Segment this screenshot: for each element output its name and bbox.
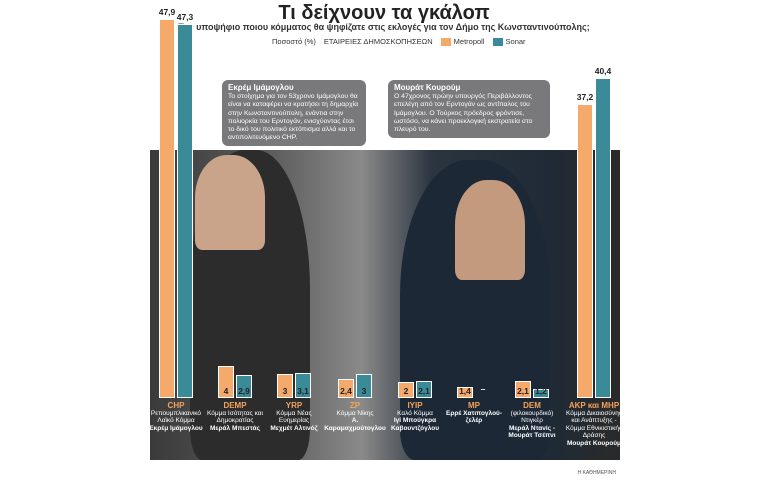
- bar-metropoll: [577, 103, 593, 398]
- bar-sonar: [416, 381, 432, 398]
- value-label: 2,4: [340, 386, 352, 396]
- bubble-name: Εκρέμ Ιμάμογλου: [228, 83, 294, 92]
- category-label: DEM (φιλοκουρδικό) Ντιγκέρ Μεράλ Ντανίς - …: [501, 402, 563, 440]
- category-desc: Κόμμα Ισότητας και Δημοκρατίας: [207, 409, 263, 425]
- category-candidate: Μεράλ Μπεστάς: [210, 424, 260, 432]
- value-label: 2,1: [418, 386, 430, 396]
- category-candidate: Α. Καραμαχμούτογλου: [324, 417, 386, 432]
- category-candidate: Μεράλ Ντανίς - Μουράτ Τσέπνι: [508, 424, 556, 440]
- category-desc: (φιλοκουρδικό) Ντιγκέρ: [510, 409, 554, 425]
- value-label: 3,1: [297, 386, 309, 396]
- bar-metropoll: [457, 386, 473, 398]
- bar-metropoll: [277, 374, 293, 398]
- category-party: DEM: [523, 401, 541, 410]
- bubble-name: Μουράτ Κουρούμ: [394, 83, 461, 92]
- category-candidate: Εκρέμ Ιμάμογλου: [149, 424, 203, 432]
- page-title: Τι δείχνουν τα γκάλοπ: [278, 2, 490, 24]
- category-label: MP Ερρέ Χατιπογλού-ζελέρ: [443, 402, 505, 425]
- background-photo: [150, 150, 620, 460]
- category-party: AKP και MHP: [568, 401, 620, 410]
- category-desc: Κόμμα Νίκης: [336, 409, 374, 417]
- category-candidate: Ιγί Μπούγκρα Καβουντζόγλου: [390, 417, 440, 432]
- bar-sonar: [236, 375, 252, 398]
- category-label: YRP Κόμμα Νέας Ευημερίας Μεχμέτ Αλτινόζ: [263, 402, 325, 432]
- value-label: 40,4: [594, 66, 612, 77]
- kurum-face: [455, 180, 525, 280]
- bar-sonar: [595, 78, 611, 398]
- imamoglu-face: [195, 155, 265, 250]
- bar-metropoll: [218, 366, 234, 398]
- bar-metropoll: [159, 18, 175, 398]
- bar-metropoll: [515, 381, 531, 398]
- bubble-text: Ο 47χρονος πρώην υπουργός Περιβάλλοντος …: [394, 93, 533, 134]
- category-label: CHP Ρεπουμπλικανικό Λαϊκό Κόμμα Εκρέμ Ιμάμ…: [145, 402, 207, 432]
- bubble-kurum: Μουράτ Κουρούμ Ο 47χρονος πρώην υπουργός…: [388, 80, 550, 139]
- legend-heading: ΕΤΑΙΡΕΙΕΣ ΔΗΜΟΣΚΟΠΗΣΕΩΝ: [323, 37, 433, 46]
- legend-metropoll: Metropoll: [440, 37, 485, 47]
- category-label: ZP Κόμμα Νίκης Α. Καραμαχμούτογλου: [324, 402, 386, 432]
- value-label: 3: [361, 386, 367, 396]
- value-label: 2,9: [238, 386, 250, 396]
- category-label: AKP και MHP Κόμμα Δικαιοσύνης και Ανάπτυξ…: [563, 402, 625, 447]
- category-party: CHP: [167, 401, 185, 410]
- category-party: DEMP: [223, 401, 247, 410]
- category-desc: Κόμμα Νέας Ευημερίας: [276, 409, 312, 425]
- category-candidate: Μεχμέτ Αλτινόζ: [270, 424, 318, 432]
- bubble-text: Το στοίχημα για τον 53χρονο Ιμάμογλου θα…: [228, 93, 359, 142]
- bar-metropoll: [338, 379, 354, 398]
- legend-sonar: Sonar: [492, 37, 526, 47]
- category-party: ZP: [349, 401, 361, 410]
- bar-sonar: [533, 388, 549, 398]
- legend-unit: Ποσοστό (%): [272, 37, 316, 46]
- value-label: 47,3: [176, 11, 194, 22]
- value-label: 47,9: [158, 6, 176, 17]
- value-label: 2: [403, 386, 409, 396]
- category-party: YRP: [285, 401, 303, 410]
- value-label: 4: [223, 386, 229, 396]
- bubble-imamoglu: Εκρέμ Ιμάμογλου Το στοίχημα για τον 53χρ…: [222, 80, 366, 147]
- bar-metropoll: [398, 382, 414, 398]
- source: Η ΚΑΘΗΜΕΡΙΝΗ: [577, 470, 616, 476]
- category-desc: Ρεπουμπλικανικό Λαϊκό Κόμμα: [150, 409, 202, 425]
- value-label: 1,4: [459, 386, 471, 396]
- category-party: MP: [468, 401, 480, 410]
- value-label: –: [480, 384, 486, 394]
- category-party: IYIP: [407, 401, 423, 410]
- category-desc: Καλό Κόμμα: [397, 409, 433, 417]
- value-label: 37,2: [576, 91, 594, 102]
- category-candidate: Μουράτ Κουρούμ: [567, 439, 621, 447]
- legend: Ποσοστό (%) ΕΤΑΙΡΕΙΕΣ ΔΗΜΟΣΚΟΠΗΣΕΩΝ Metr…: [272, 37, 526, 47]
- value-label: 1,2: [535, 386, 547, 396]
- category-desc: Κόμμα Δικαιοσύνης και Ανάπτυξης - Κόμμα …: [565, 409, 623, 440]
- value-label: 2,1: [517, 386, 529, 396]
- bar-sonar: [295, 373, 311, 398]
- bar-sonar: [177, 23, 193, 398]
- category-candidate: Ερρέ Χατιπογλού-ζελέρ: [446, 409, 502, 425]
- bar-sonar: [356, 374, 372, 398]
- value-label: 3: [282, 386, 288, 396]
- category-label: DEMP Κόμμα Ισότητας και Δημοκρατίας Μεράλ …: [204, 402, 266, 432]
- category-label: IYIP Καλό Κόμμα Ιγί Μπούγκρα Καβουντζόγλου: [384, 402, 446, 432]
- subtitle: Τον υποψήφιο ποιου κόμματος θα ψηφίζατε …: [178, 22, 590, 32]
